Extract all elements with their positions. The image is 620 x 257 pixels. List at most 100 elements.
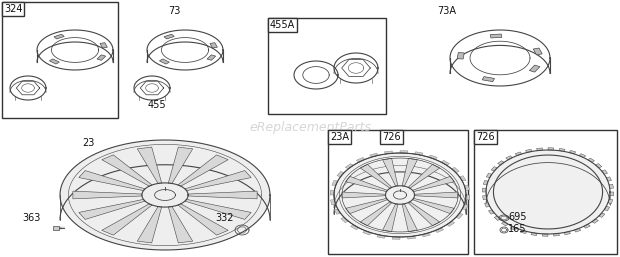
Polygon shape [548,148,554,150]
Text: 455: 455 [148,100,167,110]
Polygon shape [482,188,486,192]
Polygon shape [483,181,488,185]
Text: 165: 165 [508,224,526,234]
Polygon shape [408,164,440,188]
Polygon shape [466,195,470,200]
Polygon shape [383,158,398,186]
Polygon shape [459,176,466,181]
Polygon shape [334,209,340,214]
Polygon shape [451,167,459,173]
Polygon shape [50,59,60,64]
Polygon shape [412,198,454,214]
Polygon shape [422,233,430,237]
Polygon shape [350,225,359,230]
Polygon shape [604,206,609,211]
Polygon shape [79,171,145,191]
Polygon shape [360,202,392,226]
Polygon shape [207,55,216,60]
Polygon shape [446,221,454,226]
Text: 695: 695 [508,212,526,222]
Polygon shape [60,140,270,250]
Polygon shape [334,153,466,237]
Polygon shape [79,199,145,219]
FancyBboxPatch shape [268,18,386,114]
Polygon shape [342,192,386,198]
Polygon shape [486,150,610,234]
FancyBboxPatch shape [328,130,468,254]
Polygon shape [412,176,454,192]
Polygon shape [574,228,581,232]
Polygon shape [606,177,611,181]
Text: 73: 73 [168,6,180,16]
Polygon shape [408,202,440,226]
Text: 455A: 455A [270,20,295,30]
Polygon shape [559,149,565,151]
Polygon shape [407,236,415,239]
Polygon shape [510,226,517,230]
Polygon shape [415,192,458,198]
Polygon shape [164,34,174,39]
Bar [53,226,59,230]
Polygon shape [498,161,504,165]
Polygon shape [185,171,251,191]
Polygon shape [599,213,605,217]
Polygon shape [102,155,152,186]
Polygon shape [456,213,463,219]
Polygon shape [137,207,162,243]
Polygon shape [402,158,417,186]
Polygon shape [463,204,468,210]
Polygon shape [502,222,508,226]
Polygon shape [583,224,590,228]
Polygon shape [482,77,495,82]
Polygon shape [384,151,392,154]
Polygon shape [592,219,598,223]
Polygon shape [334,153,466,237]
Polygon shape [608,199,613,204]
Text: 332: 332 [215,213,234,223]
Text: 23: 23 [82,138,94,148]
Polygon shape [520,230,527,234]
Polygon shape [392,237,400,239]
Text: eReplacementParts: eReplacementParts [249,122,371,134]
Polygon shape [484,203,490,207]
Polygon shape [579,154,586,158]
Polygon shape [482,196,487,200]
Polygon shape [486,173,492,178]
Polygon shape [542,234,548,236]
Polygon shape [588,158,595,162]
Text: 23A: 23A [330,132,349,142]
Polygon shape [435,228,444,233]
Polygon shape [400,151,408,153]
Text: 363: 363 [22,213,40,223]
Polygon shape [330,190,334,195]
Text: 726: 726 [382,132,401,142]
Polygon shape [102,204,152,235]
Polygon shape [73,191,142,199]
Polygon shape [491,167,497,171]
Polygon shape [569,150,576,154]
Polygon shape [100,43,107,48]
Polygon shape [363,231,371,235]
Polygon shape [533,48,542,55]
Polygon shape [345,164,353,169]
Polygon shape [457,53,464,59]
Polygon shape [97,55,105,60]
Polygon shape [531,233,538,236]
Polygon shape [330,200,335,205]
Polygon shape [178,155,228,186]
Polygon shape [536,148,542,151]
Polygon shape [464,185,469,190]
Polygon shape [609,184,613,188]
Polygon shape [210,43,218,48]
Polygon shape [168,207,193,243]
Polygon shape [506,156,513,160]
Polygon shape [356,158,365,162]
Polygon shape [383,204,398,232]
Polygon shape [346,176,388,192]
Polygon shape [526,149,532,153]
Polygon shape [178,204,228,235]
Polygon shape [54,34,64,39]
Text: 324: 324 [4,4,22,14]
Polygon shape [168,147,193,183]
Text: 73A: 73A [437,6,456,16]
